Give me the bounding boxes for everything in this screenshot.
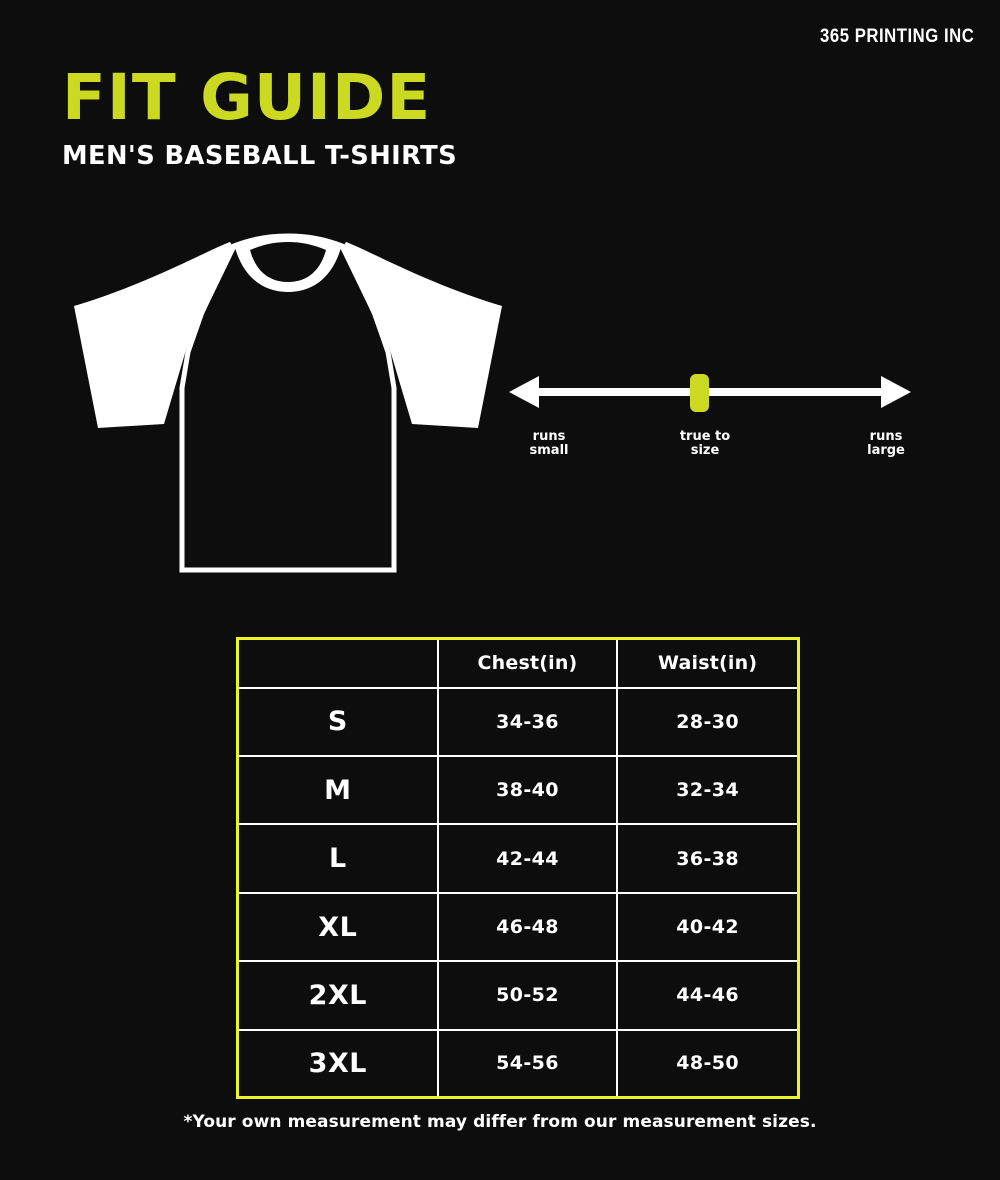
page-title: FIT GUIDE — [62, 61, 432, 134]
cell-chest: 46-48 — [436, 891, 619, 963]
cell-size: XL — [239, 891, 439, 963]
cell-size: 2XL — [239, 960, 439, 1031]
scale-label-runs-large: runs large — [831, 430, 941, 458]
tshirt-collar-opening — [250, 242, 326, 282]
scale-line — [531, 388, 889, 396]
table-row: 2XL 50-52 44-46 — [239, 960, 797, 1031]
cell-waist: 44-46 — [616, 960, 797, 1031]
scale-label-runs-large-line1: runs — [869, 429, 903, 444]
table-row: L 42-44 36-38 — [239, 823, 797, 894]
cell-waist: 40-42 — [616, 891, 797, 963]
cell-chest: 50-52 — [436, 960, 619, 1031]
cell-waist: 48-50 — [616, 1028, 797, 1096]
header-cell-size — [239, 640, 439, 689]
cell-chest: 54-56 — [436, 1028, 619, 1096]
cell-size: L — [239, 823, 439, 894]
table-header-row: Chest(in) Waist(in) — [239, 640, 797, 689]
tshirt-right-sleeve — [346, 242, 502, 428]
scale-label-true-to-size-line2: size — [690, 443, 720, 458]
table-row: M 38-40 32-34 — [239, 755, 797, 826]
table-row: 3XL 54-56 48-50 — [239, 1028, 797, 1096]
fit-scale-labels: runs small true to size runs large — [505, 430, 915, 472]
fit-marker — [690, 374, 709, 412]
cell-size: S — [239, 686, 439, 758]
scale-label-true-to-size-line1: true to — [679, 429, 731, 444]
scale-label-true-to-size: true to size — [650, 430, 760, 458]
cell-waist: 32-34 — [616, 755, 797, 826]
tshirt-illustration — [58, 228, 518, 584]
scale-label-runs-small-line1: runs — [532, 429, 566, 444]
cell-chest: 42-44 — [436, 823, 619, 894]
cell-size: M — [239, 755, 439, 826]
page-subtitle: MEN'S BASEBALL T-SHIRTS — [62, 141, 458, 171]
header-cell-chest: Chest(in) — [436, 640, 619, 689]
fit-scale-axis — [509, 374, 911, 412]
tshirt-left-sleeve — [74, 242, 230, 428]
brand-name: 365 PRINTING INC — [819, 26, 974, 47]
table-row: S 34-36 28-30 — [239, 686, 797, 758]
fit-scale: runs small true to size runs large — [505, 362, 915, 472]
cell-waist: 28-30 — [616, 686, 797, 758]
tshirt-left-raglan-seam — [186, 242, 234, 314]
scale-label-runs-small-line2: small — [529, 443, 569, 458]
tshirt-icon — [74, 233, 502, 573]
size-chart-table: Chest(in) Waist(in) S 34-36 28-30 M 38-4… — [236, 637, 800, 1099]
table-row: XL 46-48 40-42 — [239, 891, 797, 963]
header-cell-waist: Waist(in) — [616, 640, 797, 689]
cell-chest: 38-40 — [436, 755, 619, 826]
cell-waist: 36-38 — [616, 823, 797, 894]
arrow-right-icon — [881, 376, 911, 408]
scale-label-runs-large-line2: large — [867, 443, 905, 458]
tshirt-right-raglan-seam — [342, 242, 390, 314]
arrow-left-icon — [509, 376, 539, 408]
scale-label-runs-small: runs small — [494, 430, 604, 458]
cell-size: 3XL — [239, 1028, 439, 1096]
cell-chest: 34-36 — [436, 686, 619, 758]
measurement-disclaimer: *Your own measurement may differ from ou… — [183, 1112, 817, 1132]
